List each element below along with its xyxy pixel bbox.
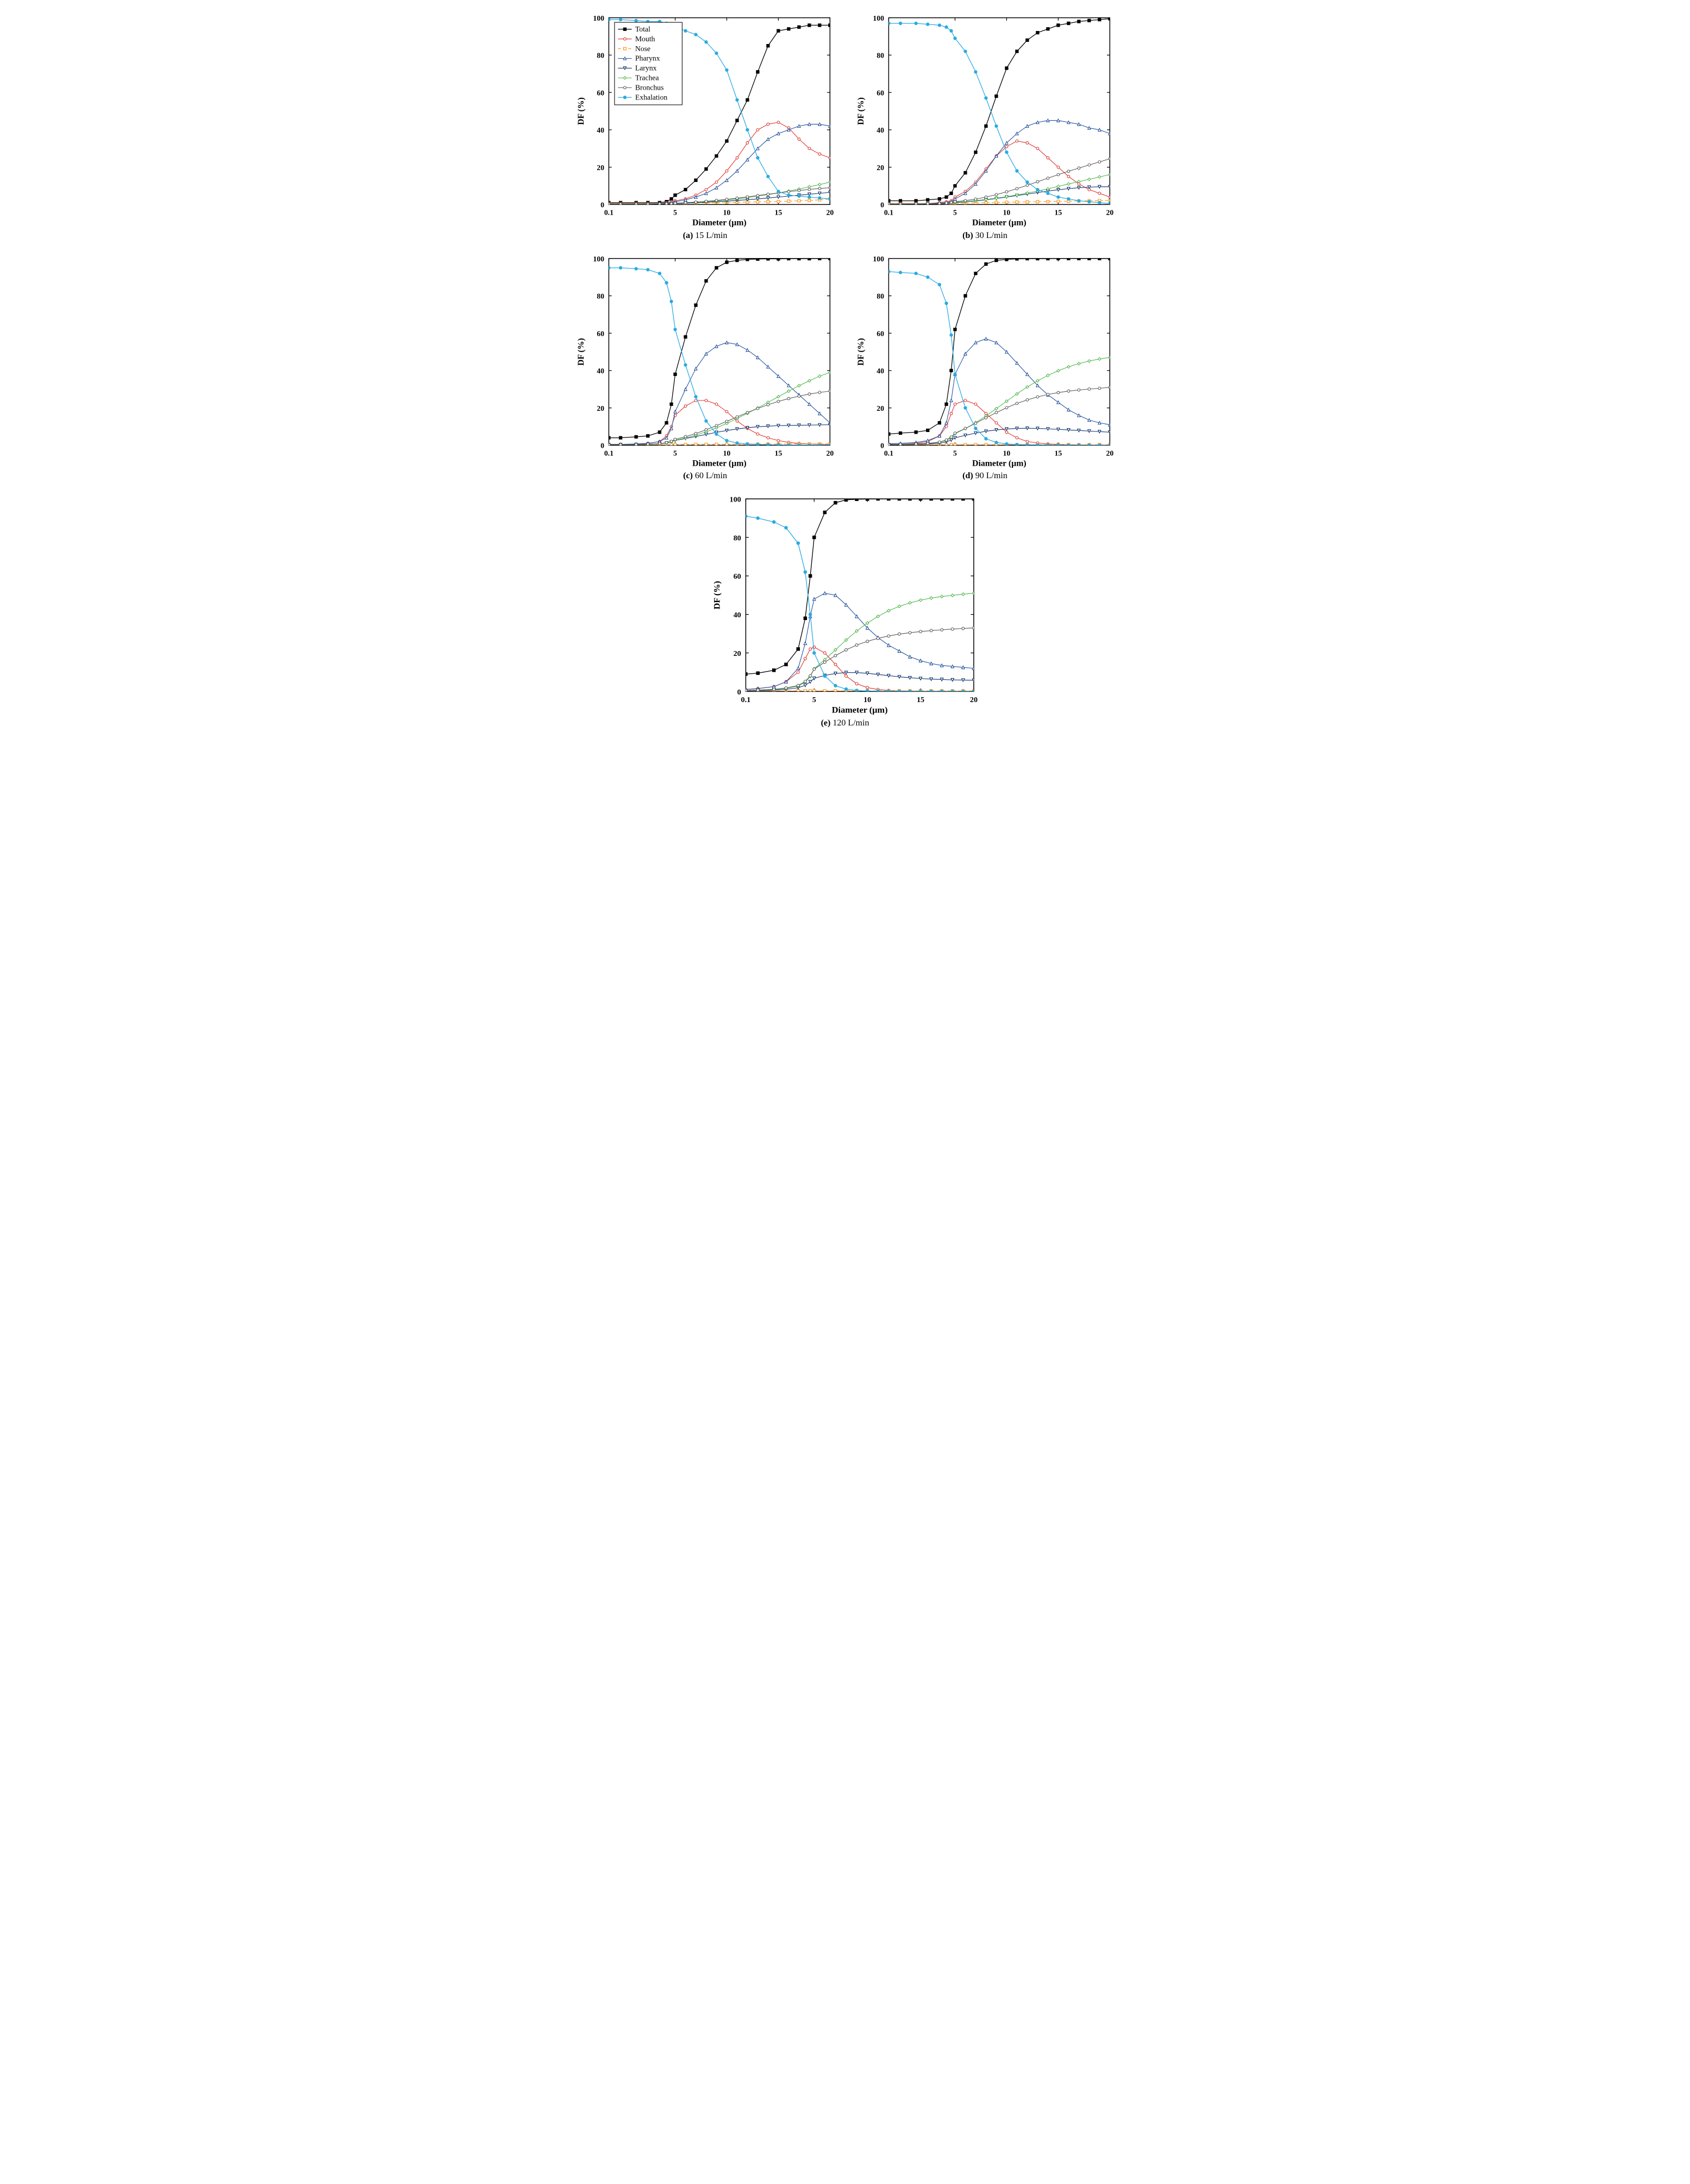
svg-text:40: 40 (877, 367, 884, 375)
svg-text:5: 5 (812, 696, 816, 704)
svg-text:DF (%): DF (%) (856, 97, 866, 125)
svg-text:20: 20 (597, 404, 604, 412)
panel-e: 0204060801000.15101520Diameter (µm)DF (%… (709, 492, 981, 728)
svg-text:Diameter (µm): Diameter (µm) (692, 459, 747, 468)
svg-text:40: 40 (597, 126, 604, 134)
plot-b: 0204060801000.15101520Diameter (µm)DF (%… (853, 11, 1117, 229)
svg-text:Diameter (µm): Diameter (µm) (692, 218, 747, 227)
plot-d: 0204060801000.15101520Diameter (µm)DF (%… (853, 252, 1117, 470)
svg-text:100: 100 (873, 255, 884, 263)
plot-c: 0204060801000.15101520Diameter (µm)DF (%… (573, 252, 837, 470)
svg-text:Mouth: Mouth (635, 35, 655, 43)
svg-text:0.1: 0.1 (884, 208, 893, 216)
svg-text:20: 20 (970, 696, 978, 704)
caption-c: (c) 60 L/min (683, 471, 727, 481)
svg-text:Trachea: Trachea (635, 74, 659, 82)
plot-e: 0204060801000.15101520Diameter (µm)DF (%… (709, 492, 981, 716)
svg-text:10: 10 (723, 449, 731, 457)
svg-text:Diameter (µm): Diameter (µm) (972, 459, 1026, 468)
svg-text:0.1: 0.1 (741, 696, 751, 704)
svg-text:10: 10 (863, 696, 871, 704)
svg-text:40: 40 (734, 611, 741, 619)
svg-text:5: 5 (673, 449, 677, 457)
svg-text:15: 15 (917, 696, 924, 704)
svg-text:Total: Total (635, 25, 650, 33)
svg-text:100: 100 (873, 14, 884, 22)
panel-d: 0204060801000.15101520Diameter (µm)DF (%… (853, 252, 1117, 481)
svg-text:0.1: 0.1 (604, 208, 614, 216)
svg-text:5: 5 (673, 208, 677, 216)
panel-b: 0204060801000.15101520Diameter (µm)DF (%… (853, 11, 1117, 241)
svg-text:Diameter (µm): Diameter (µm) (832, 705, 888, 715)
svg-text:5: 5 (953, 208, 957, 216)
svg-text:100: 100 (593, 255, 604, 263)
svg-text:10: 10 (1003, 208, 1011, 216)
caption-e: (e) 120 L/min (821, 718, 869, 728)
svg-text:60: 60 (597, 329, 604, 337)
svg-text:20: 20 (597, 164, 604, 172)
svg-text:20: 20 (734, 649, 741, 658)
svg-text:20: 20 (877, 164, 884, 172)
svg-text:Bronchus: Bronchus (635, 83, 664, 91)
svg-text:100: 100 (730, 496, 741, 504)
svg-text:20: 20 (1106, 449, 1113, 457)
svg-text:100: 100 (593, 14, 604, 22)
svg-text:0.1: 0.1 (604, 449, 614, 457)
svg-text:40: 40 (597, 367, 604, 375)
svg-text:DF (%): DF (%) (712, 581, 722, 609)
svg-text:80: 80 (597, 292, 604, 300)
caption-a: (a) 15 L/min (683, 231, 728, 241)
svg-text:0.1: 0.1 (884, 449, 893, 457)
svg-text:Pharynx: Pharynx (635, 54, 660, 62)
svg-text:60: 60 (734, 572, 741, 581)
svg-text:10: 10 (1003, 449, 1011, 457)
caption-b: (b) 30 L/min (962, 231, 1007, 241)
svg-text:60: 60 (597, 89, 604, 97)
svg-text:15: 15 (775, 208, 783, 216)
svg-text:Diameter (µm): Diameter (µm) (972, 218, 1026, 227)
svg-text:80: 80 (734, 534, 741, 543)
svg-text:20: 20 (1106, 208, 1113, 216)
svg-text:20: 20 (877, 404, 884, 412)
svg-text:60: 60 (877, 329, 884, 337)
svg-text:Exhalation: Exhalation (635, 93, 667, 101)
svg-text:10: 10 (723, 208, 731, 216)
svg-text:80: 80 (597, 52, 604, 60)
panel-c: 0204060801000.15101520Diameter (µm)DF (%… (573, 252, 837, 481)
svg-text:Larynx: Larynx (635, 64, 657, 72)
svg-text:40: 40 (877, 126, 884, 134)
svg-text:5: 5 (953, 449, 957, 457)
svg-text:DF (%): DF (%) (577, 338, 586, 366)
plot-a: 0204060801000.15101520Diameter (µm)DF (%… (573, 11, 837, 229)
svg-text:60: 60 (877, 89, 884, 97)
svg-text:20: 20 (826, 208, 834, 216)
caption-d: (d) 90 L/min (962, 471, 1007, 481)
svg-text:DF (%): DF (%) (856, 338, 866, 366)
svg-text:15: 15 (1055, 208, 1062, 216)
svg-text:80: 80 (877, 292, 884, 300)
svg-text:15: 15 (775, 449, 783, 457)
panel-a: 0204060801000.15101520Diameter (µm)DF (%… (573, 11, 837, 241)
svg-text:Nose: Nose (635, 45, 650, 53)
svg-text:80: 80 (877, 52, 884, 60)
svg-text:15: 15 (1055, 449, 1062, 457)
svg-text:DF (%): DF (%) (577, 97, 586, 125)
svg-text:20: 20 (826, 449, 834, 457)
